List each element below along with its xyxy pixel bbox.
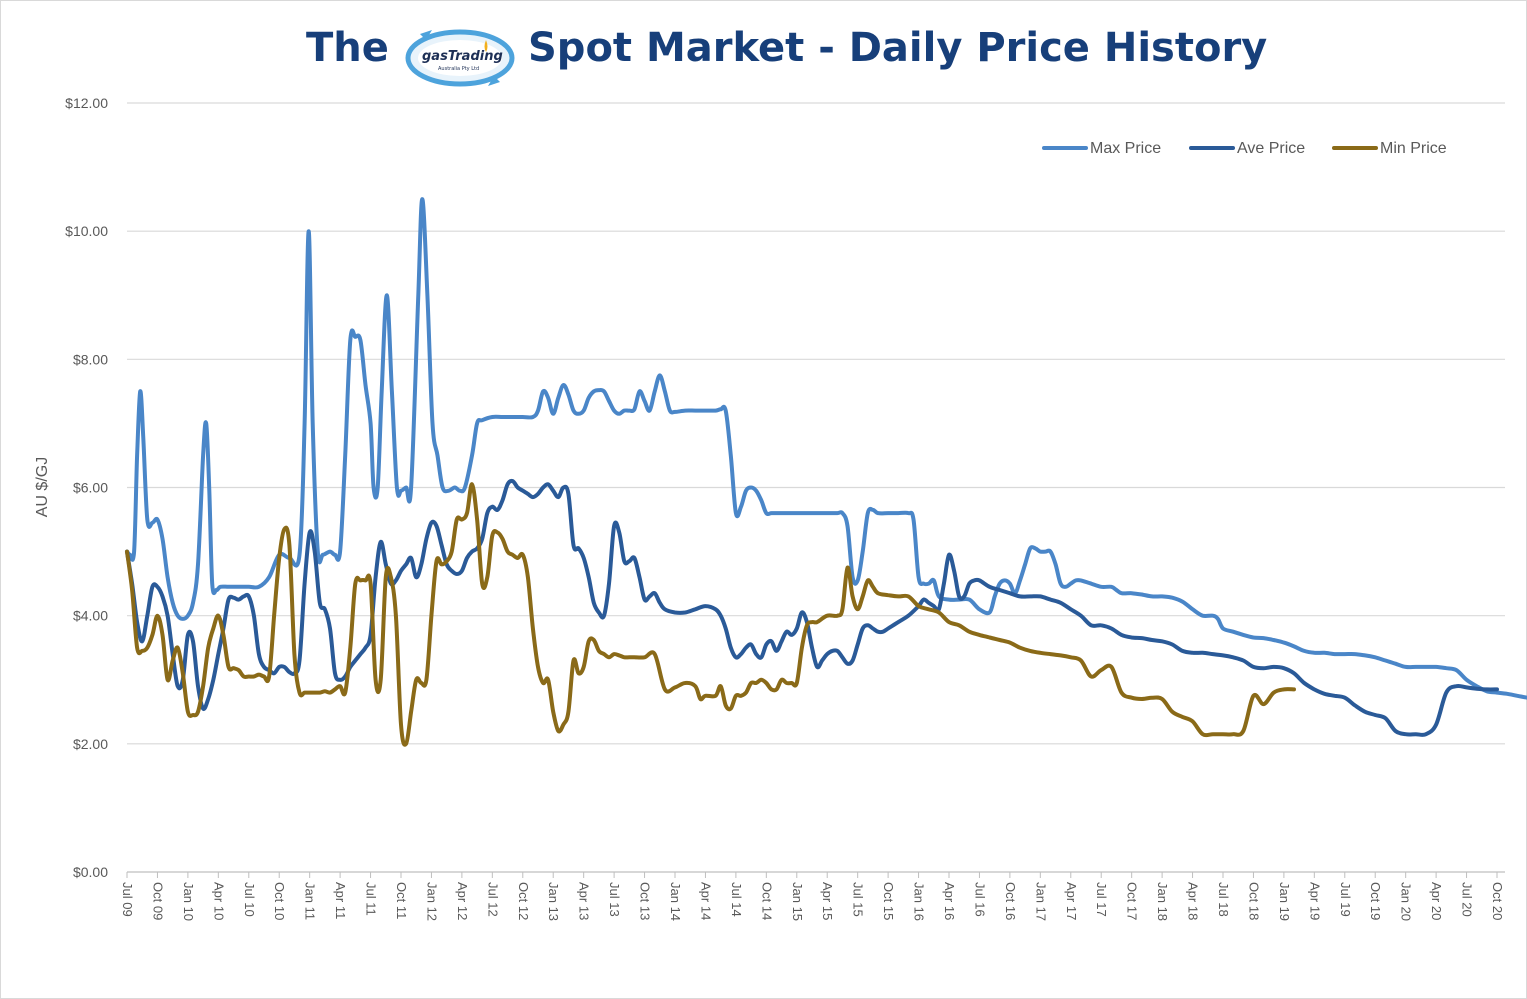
series-lines <box>125 197 1527 747</box>
x-tick-label: Oct 13 <box>638 882 653 920</box>
x-tick-label: Apr 10 <box>211 882 226 920</box>
x-axis: Jul 09 Oct 09 Jan 10 Apr 10 Jul 10 Oct 10 Jan … <box>120 872 1505 921</box>
x-tick-label: Jan 17 <box>1033 882 1048 921</box>
y-tick-label: $2.00 <box>73 736 108 752</box>
x-tick-label: Jul 17 <box>1094 882 1109 917</box>
chart-title: The gasTrading Australia Pty Ltd Spot Ma… <box>0 18 1527 87</box>
x-tick-label: Jul 10 <box>242 882 257 917</box>
series-line-ave-price <box>125 478 1499 737</box>
x-tick-label: Oct 16 <box>1003 882 1018 920</box>
y-tick-label: $10.00 <box>65 223 108 239</box>
x-tick-label: Jul 18 <box>1216 882 1231 917</box>
x-tick-label: Apr 15 <box>820 882 835 920</box>
gastrading-logo: gasTrading Australia Pty Ltd <box>402 22 520 92</box>
x-tick-label: Apr 18 <box>1186 882 1201 920</box>
x-tick-label: Jul 11 <box>364 882 379 916</box>
x-tick-label: Oct 09 <box>150 882 165 920</box>
x-tick-label: Jan 11 <box>303 882 318 920</box>
x-tick-label: Jan 16 <box>912 882 927 921</box>
x-tick-label: Oct 11 <box>394 882 409 919</box>
legend-label: Ave Price <box>1237 140 1305 157</box>
x-tick-label: Apr 19 <box>1307 882 1322 920</box>
y-tick-label: $12.00 <box>65 95 108 111</box>
x-tick-label: Jan 15 <box>790 882 805 921</box>
legend-label: Min Price <box>1380 140 1447 157</box>
logo-subtext: Australia Pty Ltd <box>438 66 480 72</box>
x-tick-label: Jul 19 <box>1338 882 1353 917</box>
x-tick-label: Jan 14 <box>668 882 683 921</box>
x-tick-label: Oct 10 <box>272 882 287 920</box>
title-prefix: The <box>306 25 389 71</box>
y-tick-label: $6.00 <box>73 480 108 496</box>
legend: Max Price Ave Price Min Price <box>1042 140 1447 157</box>
x-tick-label: Oct 19 <box>1368 882 1383 920</box>
y-tick-label: $0.00 <box>73 864 108 880</box>
y-axis: $0.00 $2.00 $4.00 $6.00 $8.00 $10.00 $12.00 <box>65 95 108 880</box>
x-tick-label: Jul 15 <box>851 882 866 917</box>
x-tick-label: Jul 13 <box>607 882 622 917</box>
y-axis-label: AU $/GJ <box>34 457 51 517</box>
gridlines <box>127 102 1505 873</box>
x-tick-label: Jul 20 <box>1460 882 1475 917</box>
x-tick-label: Oct 20 <box>1490 882 1505 920</box>
series-line-max-price <box>125 197 1527 700</box>
x-tick-label: Jan 12 <box>424 882 439 921</box>
x-tick-label: Jul 16 <box>972 882 987 917</box>
logo-wordmark: gasTrading <box>422 49 503 64</box>
x-tick-label: Jul 14 <box>729 882 744 917</box>
x-tick-label: Jan 18 <box>1155 882 1170 921</box>
y-tick-label: $8.00 <box>73 351 108 367</box>
x-tick-label: Oct 12 <box>516 882 531 920</box>
x-tick-label: Oct 17 <box>1125 882 1140 920</box>
x-tick-label: Jul 12 <box>485 882 500 917</box>
x-tick-label: Apr 20 <box>1429 882 1444 920</box>
x-tick-label: Oct 18 <box>1246 882 1261 920</box>
x-tick-label: Jan 10 <box>181 882 196 921</box>
x-tick-label: Apr 11 <box>333 882 348 919</box>
x-tick-label: Jul 09 <box>120 882 135 917</box>
x-tick-label: Apr 16 <box>942 882 957 920</box>
x-tick-label: Jan 13 <box>546 882 561 921</box>
y-tick-label: $4.00 <box>73 608 108 624</box>
x-tick-label: Oct 15 <box>881 882 896 920</box>
legend-label: Max Price <box>1090 140 1161 157</box>
x-tick-label: Jan 20 <box>1399 882 1414 921</box>
x-tick-label: Apr 17 <box>1064 882 1079 920</box>
x-tick-label: Apr 13 <box>577 882 592 920</box>
x-tick-label: Oct 14 <box>759 882 774 920</box>
x-tick-label: Jan 19 <box>1277 882 1292 921</box>
x-tick-label: Apr 12 <box>455 882 470 920</box>
title-suffix: Spot Market - Daily Price History <box>528 25 1268 71</box>
x-tick-label: Apr 14 <box>698 882 713 920</box>
series-line-min-price <box>125 482 1296 747</box>
